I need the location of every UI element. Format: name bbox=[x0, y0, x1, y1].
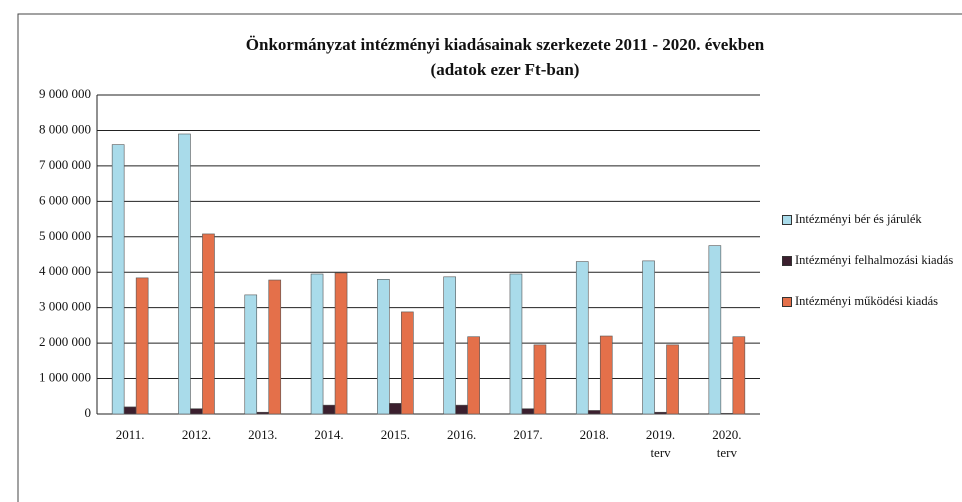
bar bbox=[389, 403, 402, 415]
legend: Intézményi bér és járulék Intézményi felh… bbox=[782, 212, 960, 335]
x-tick-label: 2013. bbox=[248, 427, 277, 442]
y-tick-label: 1 000 000 bbox=[39, 370, 91, 385]
x-tick-label: 2011. bbox=[116, 427, 145, 442]
legend-label: Intézményi bér és járulék bbox=[795, 212, 922, 226]
legend-swatch bbox=[782, 256, 792, 266]
bar bbox=[111, 144, 125, 415]
chart-subtitle: (adatok ezer Ft-ban) bbox=[431, 60, 580, 79]
x-tick-label: 2017. bbox=[513, 427, 542, 442]
bar bbox=[334, 272, 348, 415]
x-tick-label: 2014. bbox=[314, 427, 343, 442]
y-tick-label: 2 000 000 bbox=[39, 334, 91, 349]
bar bbox=[443, 276, 456, 415]
x-tick-label: 2016. bbox=[447, 427, 476, 442]
bar bbox=[666, 344, 679, 415]
bar bbox=[401, 311, 414, 415]
x-tick-label: terv bbox=[717, 445, 738, 460]
bar bbox=[521, 408, 535, 415]
bar bbox=[599, 335, 613, 415]
x-tick-label: 2015. bbox=[381, 427, 410, 442]
bar bbox=[654, 411, 667, 415]
bar bbox=[575, 261, 589, 415]
bar bbox=[256, 411, 270, 415]
bar bbox=[322, 404, 336, 415]
bar bbox=[509, 273, 523, 415]
bar bbox=[642, 260, 655, 415]
bar bbox=[123, 406, 137, 415]
bar bbox=[720, 412, 734, 415]
bar bbox=[268, 279, 282, 415]
y-tick-label: 8 000 000 bbox=[39, 121, 91, 136]
bar bbox=[202, 233, 215, 415]
legend-label: Intézményi felhalmozási kiadás bbox=[795, 253, 954, 267]
chart-frame bbox=[17, 13, 962, 502]
bar bbox=[135, 277, 149, 415]
legend-item: Intézményi bér és járulék bbox=[782, 212, 960, 227]
x-tick-label: 2020. bbox=[712, 427, 741, 442]
y-tick-label: 6 000 000 bbox=[39, 192, 91, 207]
legend-swatch bbox=[782, 215, 792, 225]
bar bbox=[178, 133, 191, 415]
x-tick-label: 2018. bbox=[580, 427, 609, 442]
x-tick-label: terv bbox=[650, 445, 671, 460]
x-tick-label: 2012. bbox=[182, 427, 211, 442]
x-tick-label: 2019. bbox=[646, 427, 675, 442]
bar bbox=[732, 336, 746, 415]
legend-item: Intézményi felhalmozási kiadás bbox=[782, 253, 960, 268]
y-tick-label: 0 bbox=[85, 405, 92, 420]
bar bbox=[310, 273, 324, 415]
bar bbox=[455, 404, 468, 415]
bar bbox=[244, 294, 258, 415]
y-tick-label: 5 000 000 bbox=[39, 228, 91, 243]
y-tick-label: 3 000 000 bbox=[39, 299, 91, 314]
legend-item: Intézményi működési kiadás bbox=[782, 294, 960, 309]
legend-swatch bbox=[782, 297, 792, 307]
bar bbox=[377, 279, 390, 415]
bar bbox=[587, 410, 601, 415]
chart-title: Önkormányzat intézményi kiadásainak szer… bbox=[246, 35, 765, 54]
legend-label: Intézményi működési kiadás bbox=[795, 294, 939, 308]
bar bbox=[190, 408, 203, 415]
bar bbox=[533, 344, 547, 415]
y-tick-label: 4 000 000 bbox=[39, 263, 91, 278]
bar bbox=[467, 336, 480, 415]
bar bbox=[708, 245, 722, 415]
y-tick-label: 9 000 000 bbox=[39, 86, 91, 101]
y-tick-label: 7 000 000 bbox=[39, 157, 91, 172]
